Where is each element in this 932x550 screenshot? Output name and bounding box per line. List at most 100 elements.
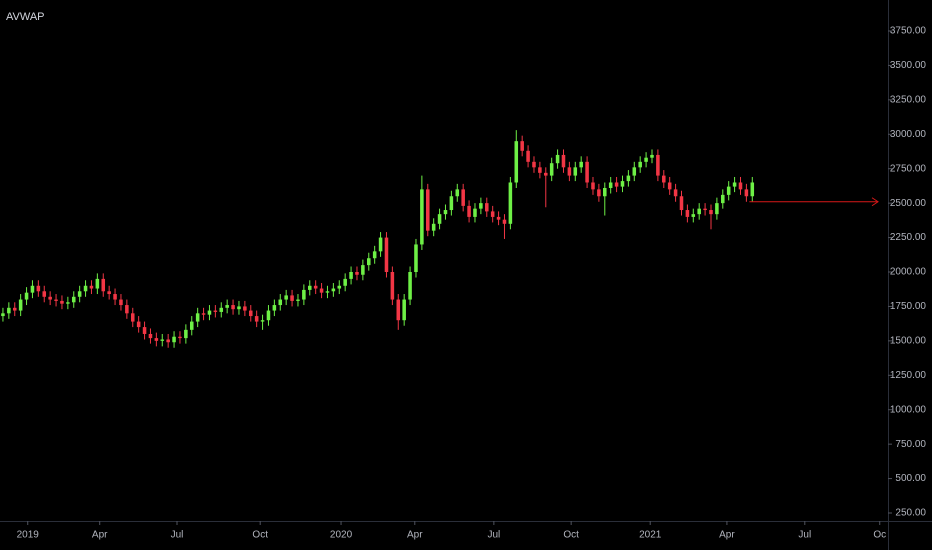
candle-body bbox=[95, 278, 100, 289]
x-tick-label: Apr bbox=[719, 530, 735, 541]
candle-body bbox=[130, 313, 135, 322]
candle-body bbox=[12, 307, 17, 311]
candle-body bbox=[337, 285, 342, 289]
candle-body bbox=[172, 336, 176, 343]
candle-body bbox=[390, 271, 395, 300]
candle-body bbox=[426, 189, 430, 231]
candle-body bbox=[679, 196, 684, 211]
candle-body bbox=[248, 310, 253, 317]
candle-body bbox=[54, 299, 58, 301]
candle-body bbox=[48, 296, 52, 300]
candle-body bbox=[30, 285, 35, 293]
candle-body bbox=[597, 189, 601, 197]
candle-body bbox=[243, 306, 247, 311]
candle-body bbox=[626, 175, 631, 182]
y-tick-label: 1250.00 bbox=[890, 370, 927, 381]
candle-body bbox=[473, 208, 477, 217]
candle-body bbox=[66, 302, 70, 304]
candle-body bbox=[514, 141, 519, 183]
candle-body bbox=[614, 182, 619, 187]
candle-body bbox=[485, 203, 489, 212]
candle-body bbox=[1, 313, 5, 317]
candle-body bbox=[520, 141, 524, 151]
candle-body bbox=[195, 313, 200, 322]
candle-body bbox=[24, 292, 29, 300]
candle-body bbox=[644, 157, 648, 162]
candle-body bbox=[638, 161, 642, 168]
candle-body bbox=[656, 154, 660, 176]
candle-body bbox=[414, 244, 418, 272]
candle-body bbox=[502, 219, 507, 224]
candle-body bbox=[201, 313, 206, 315]
avwap-arrow bbox=[871, 197, 879, 207]
candle-body bbox=[508, 182, 513, 224]
chart-title: AVWAP bbox=[6, 11, 45, 23]
candle-body bbox=[372, 251, 377, 259]
candle-body bbox=[148, 333, 153, 339]
candle-body bbox=[561, 154, 566, 168]
candle-body bbox=[496, 216, 501, 220]
candle-body bbox=[420, 189, 424, 245]
candle-body bbox=[260, 320, 265, 322]
candle-body bbox=[296, 299, 300, 301]
candle-body bbox=[361, 265, 365, 275]
candle-body bbox=[544, 172, 548, 176]
candle-body bbox=[367, 258, 371, 266]
candle-body bbox=[662, 175, 666, 183]
candle-body bbox=[591, 182, 595, 190]
x-tick-label: 2021 bbox=[639, 530, 662, 541]
candle-body bbox=[266, 310, 271, 321]
candle-body bbox=[384, 237, 389, 272]
candle-body bbox=[125, 305, 129, 314]
candle-body bbox=[703, 208, 707, 211]
y-tick-label: 2750.00 bbox=[890, 163, 927, 174]
candle-body bbox=[673, 189, 678, 197]
candle-body bbox=[343, 278, 347, 286]
candle-body bbox=[83, 285, 88, 292]
candle-body bbox=[608, 182, 613, 188]
y-tick-label: 2500.00 bbox=[890, 198, 927, 209]
candle-body bbox=[101, 278, 106, 292]
candle-body bbox=[697, 208, 701, 215]
candle-body bbox=[18, 299, 23, 311]
candle-body bbox=[715, 203, 719, 215]
candle-body bbox=[207, 310, 212, 315]
candle-body bbox=[302, 289, 306, 300]
candle-body bbox=[555, 154, 560, 164]
candle-body bbox=[408, 271, 412, 300]
y-tick-label: 2250.00 bbox=[890, 232, 927, 243]
candle-body bbox=[579, 161, 583, 168]
candle-body bbox=[573, 167, 578, 176]
x-tick-label: Apr bbox=[92, 530, 108, 541]
candle-body bbox=[549, 163, 554, 176]
candle-body bbox=[732, 182, 737, 187]
x-tick-label: Oct bbox=[563, 530, 579, 541]
candle-body bbox=[154, 338, 159, 341]
candle-body bbox=[60, 300, 64, 304]
y-tick-label: 3000.00 bbox=[890, 129, 927, 140]
candle-body bbox=[178, 336, 182, 339]
candle-body bbox=[667, 182, 672, 190]
y-tick-label: 2000.00 bbox=[890, 267, 927, 278]
candle-body bbox=[272, 305, 277, 311]
y-tick-label: 1750.00 bbox=[890, 301, 927, 312]
x-tick-label: Oc bbox=[873, 530, 886, 541]
candle-body bbox=[567, 167, 572, 176]
x-tick-label: Jul bbox=[798, 530, 811, 541]
candle-body bbox=[709, 210, 713, 215]
candle-body bbox=[443, 210, 448, 215]
candle-body bbox=[213, 310, 218, 312]
candle-body bbox=[331, 288, 336, 292]
candle-body bbox=[685, 210, 690, 217]
y-tick-label: 500.00 bbox=[895, 473, 926, 484]
candle-body bbox=[225, 305, 229, 308]
candle-body bbox=[7, 307, 11, 314]
candle-body bbox=[166, 339, 170, 343]
candle-body bbox=[313, 285, 318, 289]
candle-body bbox=[431, 223, 436, 231]
candle-body bbox=[437, 214, 442, 224]
candle-body bbox=[750, 182, 755, 197]
candle-body bbox=[620, 181, 625, 187]
y-tick-label: 3250.00 bbox=[890, 94, 927, 105]
candle-body bbox=[378, 237, 383, 252]
